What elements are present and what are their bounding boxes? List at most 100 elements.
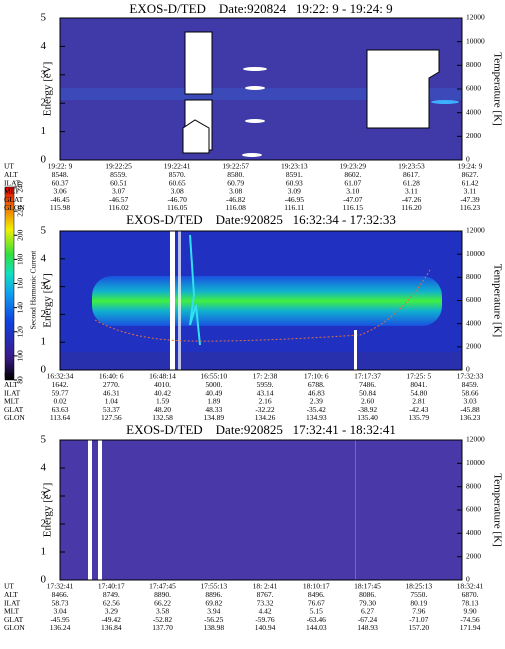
y2-tick-label: 12000 (466, 435, 485, 444)
colorbar-tick-label: 100 (16, 350, 25, 362)
colorbar-tick-label: 180 (16, 254, 25, 266)
colorbar-label: Second Harmonic Current (29, 250, 38, 330)
colorbar (4, 186, 15, 381)
table-row-label: GLAT (4, 615, 24, 624)
table-cell: 62.56 (103, 598, 120, 607)
y-tick-label: 5 (41, 434, 47, 446)
table-cell: -35.42 (307, 405, 327, 414)
table-cell: 0.02 (53, 397, 66, 406)
table-cell: 3.11 (405, 187, 418, 196)
table-cell: -45.88 (460, 405, 480, 414)
table-cell: 4.42 (258, 607, 271, 616)
table-cell: 4010. (154, 380, 171, 389)
table-cell: 3.94 (207, 607, 220, 616)
y-tick-label: 4 (41, 40, 47, 52)
y2-tick-label: 4000 (466, 107, 481, 116)
table-cell: 53.37 (103, 405, 120, 414)
table-cell: 8617. (403, 170, 420, 179)
y2-tick-label: 0 (466, 575, 470, 584)
table-cell: 17:32:33 (457, 372, 484, 381)
table-cell: 19:23:53 (398, 162, 425, 171)
table-cell: 18:10:17 (303, 582, 330, 591)
table-cell: 136.23 (460, 413, 481, 422)
table-row-label: UT (4, 162, 14, 171)
table-cell: -74.56 (460, 615, 480, 624)
colorbar-tick-label: 220 (16, 205, 25, 217)
table-cell: -46.82 (226, 195, 246, 204)
table-row-label: MLT (4, 397, 20, 406)
table-cell: 61.28 (403, 178, 420, 187)
table-cell: 48.33 (205, 405, 222, 414)
y2-tick-label: 6000 (466, 295, 481, 304)
table-cell: 18:32:41 (457, 582, 484, 591)
table-cell: 7.96 (412, 607, 425, 616)
table-cell: 46.83 (308, 388, 325, 397)
y2-axis-label: Temperature [K] (491, 473, 503, 546)
table-cell: 17:47:45 (149, 582, 176, 591)
table-cell: 40.49 (205, 388, 222, 397)
chart-title: EXOS-D/TED Date:920825 16:32:34 - 17:32:… (126, 212, 396, 227)
y2-tick-label: 4000 (466, 318, 481, 327)
table-cell: 60.37 (52, 178, 69, 187)
table-cell: 7486. (359, 380, 376, 389)
table-cell: 79.30 (359, 598, 376, 607)
table-cell: -49.42 (102, 615, 122, 624)
y2-tick-label: 2000 (466, 131, 481, 140)
y-tick-label: 1 (41, 546, 47, 558)
table-cell: 19:22:41 (164, 162, 191, 171)
table-cell: 6788. (308, 380, 325, 389)
table-row-label: ALT (4, 380, 18, 389)
colorbar-tick-label: 200 (16, 229, 25, 241)
table-cell: 3.11 (464, 187, 477, 196)
y2-tick-label: 12000 (466, 226, 485, 235)
table-cell: 3.58 (156, 607, 169, 616)
table-cell: 60.51 (110, 178, 127, 187)
y-tick-label: 1 (41, 125, 47, 137)
table-cell: 16:40: 6 (99, 372, 124, 381)
colorbar-tick-label: 120 (16, 326, 25, 338)
table-cell: 148.93 (357, 623, 378, 632)
table-cell: 6.27 (361, 607, 374, 616)
y-tick-label: 4 (41, 252, 47, 264)
table-row-label: UT (4, 372, 14, 381)
table-cell: 116.15 (343, 203, 364, 212)
table-cell: 137.70 (152, 623, 173, 632)
table-cell: 134.26 (255, 413, 276, 422)
table-cell: 16:32:34 (47, 372, 74, 381)
y2-tick-label: 6000 (466, 84, 481, 93)
table-cell: 3.03 (463, 397, 476, 406)
table-row-label: MLT (4, 187, 20, 196)
y2-tick-label: 4000 (466, 528, 481, 537)
table-cell: 18:17:45 (354, 582, 381, 591)
table-cell: 3.09 (288, 187, 301, 196)
y2-tick-label: 2000 (466, 551, 481, 560)
table-cell: 58.73 (52, 598, 69, 607)
chart-title: EXOS-D/TED Date:920824 19:22: 9 - 19:24:… (129, 1, 392, 16)
y-tick-label: 3 (41, 68, 47, 80)
table-cell: -47.07 (343, 195, 363, 204)
table-cell: 1.89 (207, 397, 220, 406)
table-row-label: UT (4, 582, 14, 591)
table-cell: 46.31 (103, 388, 120, 397)
table-cell: 8459. (462, 380, 479, 389)
table-row-label: ALT (4, 170, 18, 179)
table-cell: 19:23:29 (340, 162, 367, 171)
table-row-label: GLAT (4, 405, 24, 414)
table-cell: 8896. (205, 590, 222, 599)
table-cell: 8559. (110, 170, 127, 179)
y2-tick-label: 10000 (466, 458, 485, 467)
table-cell: 60.79 (227, 178, 244, 187)
table-cell: -45.95 (50, 615, 70, 624)
y2-tick-label: 10000 (466, 36, 485, 45)
table-cell: 8749. (103, 590, 120, 599)
table-cell: 8602. (344, 170, 361, 179)
table-cell: 8580. (227, 170, 244, 179)
table-cell: 116.20 (401, 203, 422, 212)
table-cell: 3.29 (105, 607, 118, 616)
table-cell: -46.45 (50, 195, 70, 204)
table-row-label: GLAT (4, 195, 24, 204)
table-cell: 76.67 (308, 598, 325, 607)
table-cell: 6870. (462, 590, 479, 599)
table-row-label: ALT (4, 590, 18, 599)
table-cell: -71.07 (409, 615, 429, 624)
